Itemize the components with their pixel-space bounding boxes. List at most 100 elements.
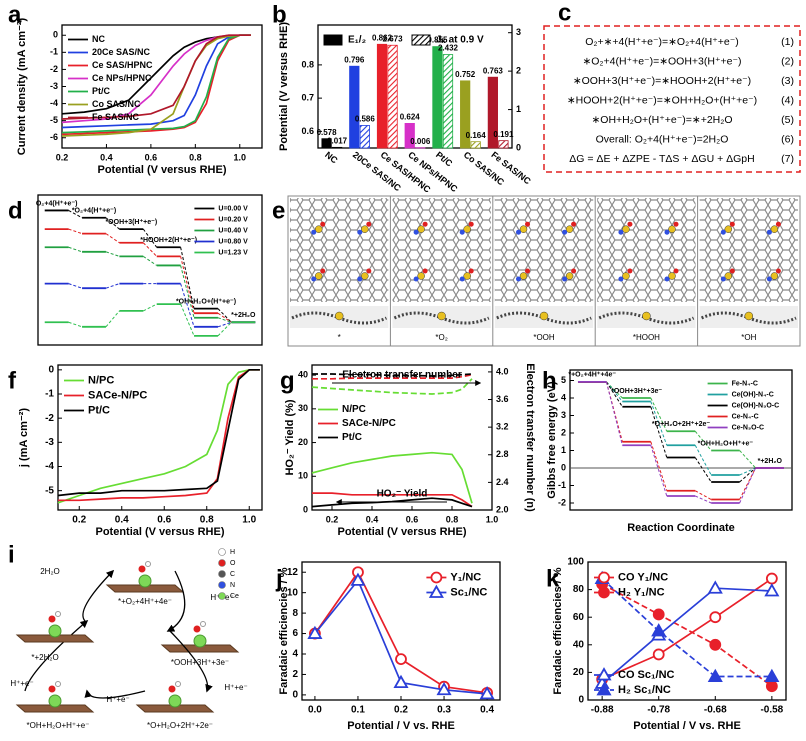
marker [307, 625, 323, 639]
level-connector [650, 397, 668, 432]
equation: ∗OOH+3(H⁺+e⁻)=∗HOOH+2(H⁺+e⁻) [573, 75, 751, 87]
y2-tick-label: 0 [516, 142, 521, 152]
legend-label: Y₁/NC [450, 571, 481, 583]
marker [596, 667, 612, 681]
y-tick-label: -1 [45, 389, 54, 400]
metal-atom [437, 311, 446, 321]
x-tick-label: 1.0 [242, 515, 256, 526]
y2-tick-label: 2.8 [496, 449, 509, 459]
state-label: *OH+H₂O+(H⁺+e⁻) [176, 298, 236, 305]
state-label: *OOH+3H⁺+3e⁻ [171, 658, 229, 667]
x-axis-label: Potential (V versus RHE) [338, 526, 467, 538]
state-label: *+O₂+4H⁺+4e⁻ [118, 597, 172, 606]
o-atom [320, 221, 326, 227]
legend-label: 20Ce SAS/NC [92, 47, 151, 57]
level-connector [105, 233, 120, 244]
legend-label: CO Sc₁/NC [618, 669, 675, 681]
level-connector [650, 406, 668, 458]
o-atom [525, 221, 531, 227]
o-atom [48, 615, 56, 623]
level-connector [694, 430, 712, 451]
bar [376, 43, 388, 149]
legend-swatch [411, 34, 431, 46]
metal-atom [361, 225, 369, 233]
ce-atom [138, 574, 152, 588]
y2-tick-label: 3.2 [496, 422, 509, 432]
level-connector [217, 308, 232, 323]
state-label: *HOOH+2(H⁺+e⁻) [140, 237, 197, 244]
o-atom [673, 221, 679, 227]
equation-number: (2) [781, 55, 794, 67]
level-connector [105, 251, 120, 257]
y-tick-label: 12 [287, 567, 299, 578]
level-connector [217, 317, 232, 323]
metal-atom [724, 272, 733, 280]
metal-atom [519, 225, 528, 233]
legend-label: Pt/C [88, 404, 110, 416]
cycle-arrow [166, 570, 186, 632]
metal-atom [417, 225, 425, 233]
cycle-arrow [84, 689, 146, 699]
n-atom [357, 229, 363, 235]
equation: ∗OH+H₂O+(H⁺+e⁻)=∗+2H₂O [592, 114, 733, 126]
y-tick-label: -1 [558, 480, 566, 490]
y-axis-label: HO₂⁻ Yield (%) [284, 399, 296, 475]
level-connector [105, 217, 120, 230]
panel-letter: c [558, 0, 571, 26]
legend-label: N/PC [342, 404, 366, 415]
bar-value-label: 0.855 [427, 36, 448, 45]
marker [652, 648, 665, 661]
atom-legend-label: C [230, 571, 235, 578]
y-tick-label: -1 [50, 47, 58, 57]
y2-tick-label: 2 [516, 66, 521, 76]
bar [442, 54, 454, 149]
y2-tick-label: 2.4 [496, 477, 509, 487]
x-tick-label: 0.2 [394, 705, 408, 716]
level-connector [739, 467, 757, 504]
x-tick-label: 0.2 [56, 152, 69, 162]
equation: ΔG = ΔE + ΔZPE - TΔS + ΔGU + ΔGpH [569, 153, 754, 165]
y-axis-label: Current density (mA cm⁻²) [16, 17, 28, 155]
y2-tick-label: 4.0 [496, 366, 509, 376]
o-atom [571, 268, 577, 274]
legend-label: Pt/C [342, 432, 362, 443]
y-tick-label: -5 [50, 115, 58, 125]
state-label: *OOH+3H⁺+3e⁻ [611, 388, 662, 395]
structure-label: *OH [741, 333, 756, 342]
plot-frame [37, 194, 263, 346]
marker [479, 686, 495, 700]
legend-label: Pt/C [92, 86, 111, 96]
o-atom [468, 221, 474, 227]
line-series [311, 451, 473, 504]
y-tick-label: -2 [45, 413, 54, 424]
y-tick-label: 4 [292, 649, 298, 660]
legend-label: U=0.20 V [218, 216, 248, 223]
state-label: *OH+H₂O+H⁺+e⁻ [27, 721, 90, 730]
lattice-top-view [597, 198, 696, 302]
o-atom [366, 221, 372, 227]
n-atom [766, 229, 772, 235]
y-tick-label: 0 [561, 462, 566, 472]
marker [652, 608, 665, 621]
equation-number: (6) [781, 133, 794, 145]
substrate [15, 704, 95, 713]
y-tick-label: -6 [50, 132, 58, 142]
y-tick-label: -2 [50, 64, 58, 74]
arrow-label: H⁺+e⁻ [106, 695, 129, 704]
n-atom [664, 276, 670, 282]
legend-label: U=1.23 V [218, 249, 248, 256]
atom-legend-label: N [230, 582, 235, 589]
legend-label: U=0.40 V [218, 227, 248, 234]
level-connector [606, 381, 623, 402]
o-atom [168, 685, 176, 693]
annotation: HO₂⁻ Yield [377, 489, 428, 500]
legend-label: Ce SAS/HPNC [92, 60, 153, 70]
level-connector [68, 228, 83, 235]
y-tick-label: 1 [561, 445, 566, 455]
o-atom [525, 268, 531, 274]
legend-label: SACe-N/PC [342, 418, 396, 429]
state-label: *+2H₂O [231, 312, 256, 319]
n-atom [311, 229, 317, 235]
metal-atom [463, 225, 471, 233]
